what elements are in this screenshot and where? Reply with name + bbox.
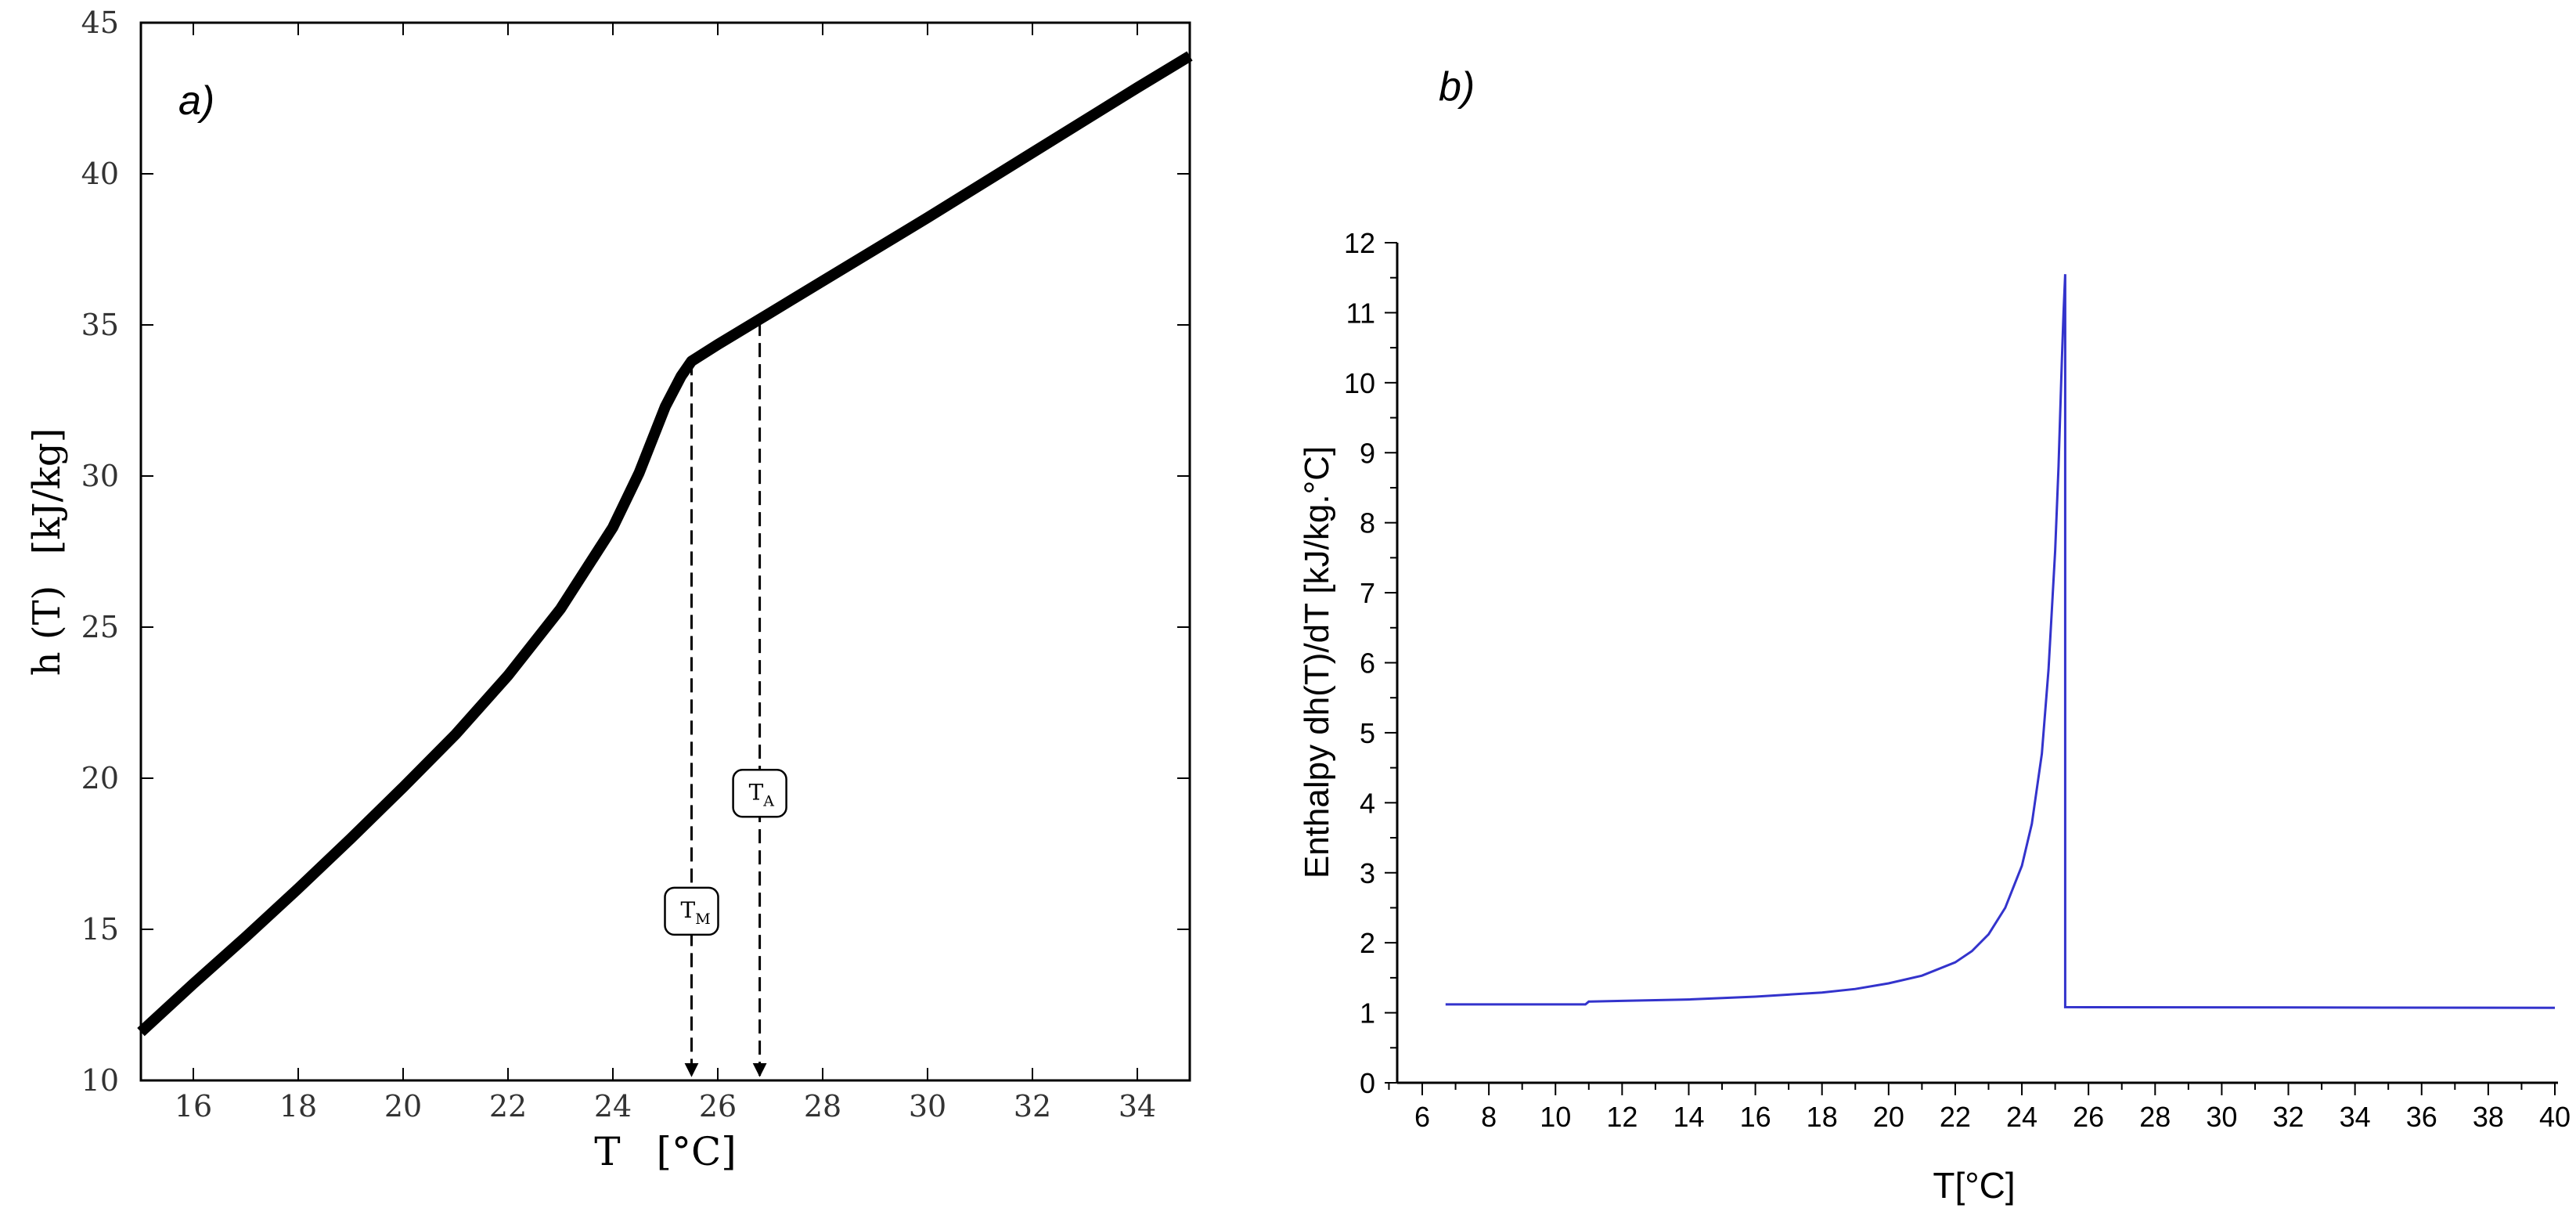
panel-b-y-tick-label: 5 — [1360, 717, 1375, 749]
panel-b-x-axis-label: T[°C] — [1933, 1165, 2015, 1206]
panel-b-y-tick-label: 11 — [1346, 297, 1375, 329]
panel-b-x-ticks: 6 8 10 12 14 16 18 20 22 24 26 28 30 32 34 36 38 40 — [1388, 1083, 2571, 1133]
panel-a-x-tick-label: 28 — [804, 1089, 841, 1123]
panel-b-x-tick-label: 8 — [1481, 1101, 1497, 1133]
panel-a-annotation-box-M — [664, 886, 719, 936]
panel-a-x-tick-label: 18 — [279, 1089, 317, 1123]
panel-a-y-tick-label: 40 — [81, 157, 119, 191]
panel-a-y-tick-label: 15 — [81, 912, 119, 947]
panel-b-x-tick-label: 24 — [2006, 1101, 2037, 1133]
panel-b-y-tick-label: 8 — [1360, 507, 1375, 539]
panel-b-y-tick-label: 2 — [1360, 927, 1375, 959]
panel-a-y-tick-label: 25 — [81, 610, 119, 644]
panel-b-x-tick-label: 14 — [1673, 1101, 1704, 1133]
panel-b-x-tick-label: 10 — [1540, 1101, 1571, 1133]
panel-a-enthalpy-curve — [137, 51, 1193, 1037]
panel-a: 16 18 20 22 24 26 28 30 32 34 10 15 20 25 30 35 40 45 TM… — [25, 5, 1193, 1174]
panel-b-x-tick-label: 38 — [2473, 1101, 2504, 1133]
panel-a-y-axis-symbol: h (T) — [25, 586, 69, 676]
panel-a-x-ticks: 16 18 20 22 24 26 28 30 32 34 — [175, 23, 1156, 1123]
panel-a-y-tick-label: 10 — [81, 1063, 119, 1098]
panel-b-x-tick-label: 34 — [2340, 1101, 2371, 1133]
panel-a-y-axis-label: h (T) [kJ/kg] — [25, 428, 69, 676]
panel-a-label: a) — [178, 78, 214, 124]
panel-b-x-tick-label: 28 — [2139, 1101, 2171, 1133]
panel-b-x-tick-label: 26 — [2073, 1101, 2104, 1133]
panel-b-x-tick-label: 22 — [1940, 1101, 1971, 1133]
panel-b-y-tick-label: 6 — [1360, 647, 1375, 680]
panel-b-x-tick-label: 6 — [1414, 1101, 1430, 1133]
panel-b-x-tick-label: 12 — [1606, 1101, 1637, 1133]
panel-a-x-tick-label: 22 — [489, 1089, 527, 1123]
panel-b: 6 8 10 12 14 16 18 20 22 24 26 28 30 32 34 36 38 40 01234… — [1298, 64, 2571, 1206]
panel-a-x-axis-symbol: T — [594, 1129, 620, 1174]
panel-b-x-tick-label: 32 — [2273, 1101, 2304, 1133]
panel-b-y-tick-label: 0 — [1360, 1067, 1375, 1099]
panel-a-annotations: TM TA — [664, 322, 787, 1077]
panel-a-y-tick-label: 20 — [81, 761, 119, 795]
panel-b-y-tick-label: 9 — [1360, 437, 1375, 469]
panel-b-x-tick-label: 30 — [2206, 1101, 2237, 1133]
panel-b-y-tick-label: 4 — [1360, 787, 1375, 819]
panel-b-x-tick-label: 20 — [1873, 1101, 1904, 1133]
panel-a-x-tick-label: 20 — [384, 1089, 422, 1123]
panel-b-y-tick-label: 1 — [1360, 997, 1375, 1030]
panel-b-y-axis-label: Enthalpy dh(T)/dT [kJ/kg.°C] — [1298, 446, 1336, 878]
panel-a-x-tick-label: 34 — [1119, 1089, 1156, 1123]
panel-b-derivative-curve — [1445, 274, 2556, 1009]
panel-a-annotation-box-A — [732, 769, 787, 818]
panel-a-x-tick-label: 26 — [699, 1089, 737, 1123]
panel-b-y-tick-label: 10 — [1344, 367, 1375, 399]
panel-b-x-tick-label: 16 — [1740, 1101, 1771, 1133]
panel-b-y-tick-label: 7 — [1360, 577, 1375, 609]
panel-a-x-axis-unit: [°C] — [656, 1129, 736, 1174]
panel-b-y-tick-label: 12 — [1344, 227, 1375, 259]
panel-a-y-tick-label: 30 — [81, 459, 119, 493]
panel-a-annotation-label-M: TM — [681, 897, 711, 928]
panel-b-x-tick-label: 18 — [1807, 1101, 1838, 1133]
panel-a-x-tick-label: 30 — [909, 1089, 946, 1123]
panel-a-x-tick-label: 24 — [594, 1089, 632, 1123]
panel-a-x-axis-label: T [°C] — [594, 1129, 737, 1174]
panel-a-y-ticks: 10 15 20 25 30 35 40 45 — [81, 5, 1190, 1098]
panel-a-x-tick-label: 16 — [175, 1089, 212, 1123]
panel-a-x-tick-label: 32 — [1014, 1089, 1051, 1123]
panel-a-y-axis-unit: [kJ/kg] — [25, 428, 69, 555]
panel-b-y-tick-label: 3 — [1360, 857, 1375, 889]
panel-a-annotation-label-A: TA — [749, 779, 775, 810]
panel-b-x-tick-label: 36 — [2406, 1101, 2437, 1133]
panel-b-label: b) — [1439, 64, 1475, 110]
panel-a-y-tick-label: 35 — [81, 308, 119, 342]
panel-a-y-tick-label: 45 — [81, 5, 119, 40]
panel-a-plot-frame — [139, 21, 1191, 1082]
panel-b-x-tick-label: 40 — [2539, 1101, 2571, 1133]
